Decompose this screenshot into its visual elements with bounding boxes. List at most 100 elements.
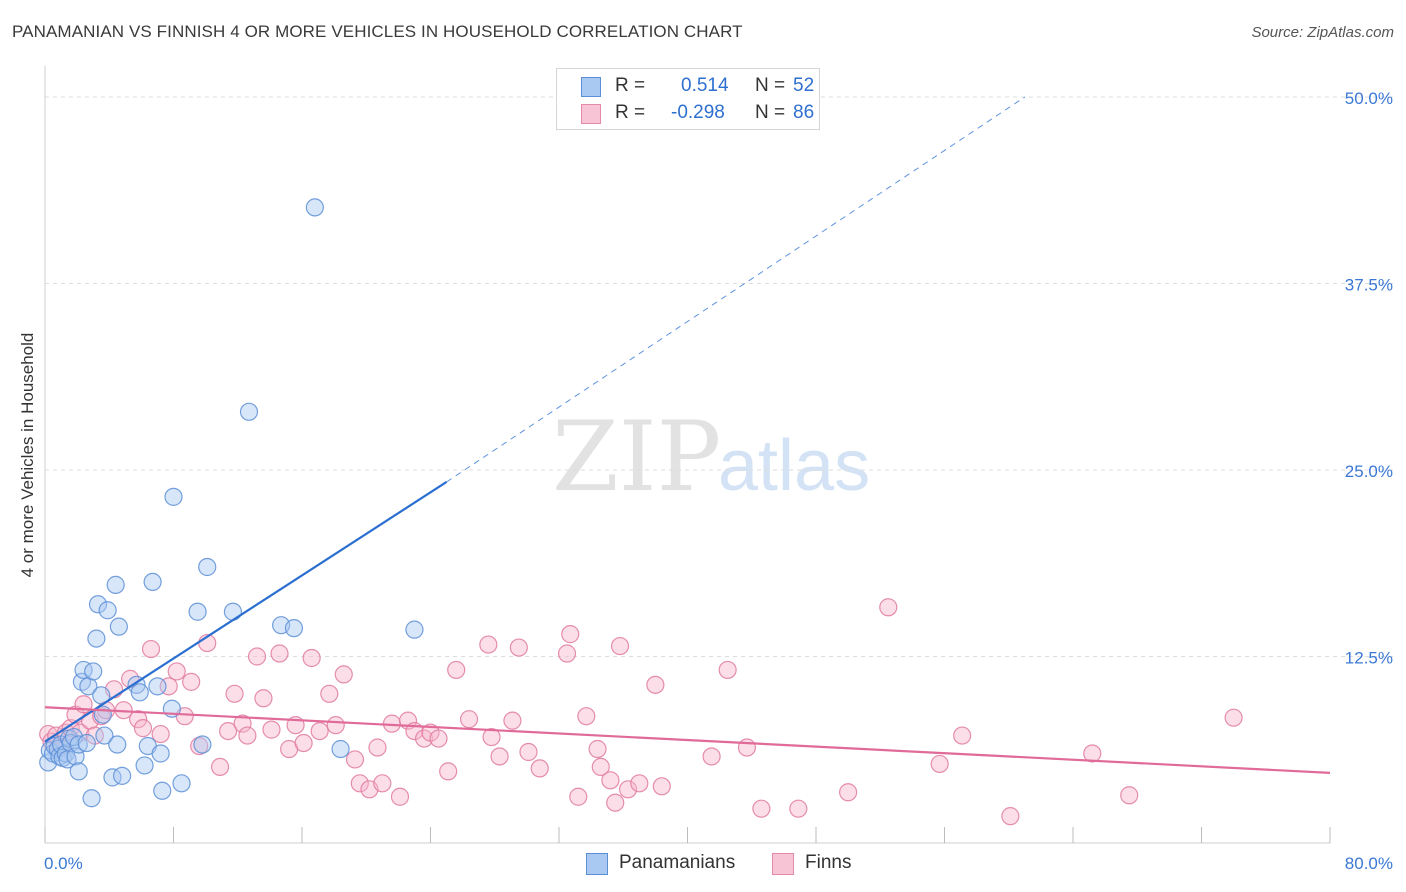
finn-point <box>182 672 201 691</box>
series-swatch-blue <box>586 853 608 875</box>
legend-n-value: 52 <box>793 75 815 96</box>
panamanian-point <box>108 735 127 754</box>
series-label: Finns <box>805 852 852 873</box>
panamanian-point <box>143 572 162 592</box>
legend-r-label: R = <box>615 75 646 96</box>
finn-point <box>503 711 522 730</box>
finn-point <box>789 799 808 818</box>
finn-point <box>334 665 353 684</box>
panamanian-point <box>92 686 111 705</box>
finn-point <box>490 747 509 766</box>
finn-point <box>557 644 577 663</box>
finn-point <box>447 660 466 680</box>
panamanian-point <box>109 617 128 636</box>
finn-point <box>345 750 365 769</box>
finn-point <box>219 721 238 741</box>
panamanian-point <box>82 789 101 808</box>
panamanian-point <box>112 766 132 785</box>
panamanian-point <box>88 595 108 614</box>
finn-point <box>702 747 721 766</box>
finn-point <box>930 754 949 774</box>
panamanian-point <box>98 601 117 620</box>
source-label: Source: ZipAtlas.com <box>1251 24 1394 41</box>
watermark-atlas: atlas <box>718 426 870 506</box>
finn-point <box>606 793 625 812</box>
finn-point <box>652 777 671 796</box>
panamanian-point <box>130 683 149 702</box>
series-label: Panamanians <box>619 852 736 873</box>
finn-point <box>254 689 273 708</box>
finn-point <box>320 684 339 703</box>
finn-point <box>129 710 148 729</box>
legend-swatch-pink <box>581 104 601 124</box>
finn-point <box>752 799 771 818</box>
finn-point <box>326 716 345 735</box>
finn-point <box>247 647 267 666</box>
legend-n-label: N = <box>755 75 786 96</box>
finn-point <box>953 726 972 745</box>
y-tick-label: 50.0% <box>1345 89 1393 108</box>
x-tick-label: 80.0% <box>1345 854 1393 873</box>
panamanian-point <box>223 602 243 621</box>
panamanian-point <box>103 768 122 787</box>
finn-point <box>561 625 580 644</box>
panamanian-point <box>84 662 103 681</box>
finn-point <box>718 660 737 680</box>
panamanian-trend-extension <box>446 96 1026 483</box>
finn-point <box>610 636 630 656</box>
finn-point <box>577 707 596 726</box>
finn-point <box>1224 708 1243 727</box>
finn-point <box>630 774 649 793</box>
panamanian-point <box>198 557 217 577</box>
finn-point <box>373 774 392 793</box>
finn-point <box>429 729 448 748</box>
panamanian-point <box>188 602 207 621</box>
finn-point <box>879 598 898 617</box>
finn-point <box>737 738 757 757</box>
finn-point <box>1120 786 1139 805</box>
panamanian-point <box>239 402 259 421</box>
panamanian-point <box>95 726 114 745</box>
finn-point <box>294 733 313 753</box>
x-tick-label: 0.0% <box>44 854 83 873</box>
finn-point <box>262 720 281 739</box>
panamanian-point <box>87 629 106 648</box>
finn-point <box>569 787 588 806</box>
panamanian-trend-line <box>44 481 448 743</box>
finn-point <box>270 644 289 663</box>
finn-point <box>519 742 538 762</box>
panamanian-point <box>164 487 183 506</box>
finn-point <box>439 762 458 781</box>
finn-point <box>530 759 549 778</box>
finn-point <box>141 639 161 659</box>
finn-point <box>839 783 858 802</box>
panamanian-point <box>153 781 172 800</box>
series-swatch-pink <box>772 853 794 875</box>
finn-point <box>482 727 501 747</box>
panamanian-point <box>151 744 170 763</box>
y-tick-label: 37.5% <box>1345 276 1393 295</box>
finn-point <box>133 719 153 738</box>
panamanian-point <box>74 660 93 680</box>
finn-point <box>1001 807 1020 826</box>
panamanian-point <box>172 774 191 793</box>
finn-point <box>588 739 607 759</box>
panamanian-point <box>405 620 424 639</box>
finn-point <box>591 757 610 777</box>
finn-point <box>368 738 387 757</box>
finn-point <box>167 662 186 681</box>
finn-point <box>225 684 244 703</box>
correlation-legend: R = 0.514 N = 52 R = -0.298 N = 86 <box>556 68 820 130</box>
finn-point <box>459 710 479 729</box>
finn-point <box>233 714 252 733</box>
panamanian-point <box>106 575 125 594</box>
finn-trend-line <box>44 706 1331 774</box>
legend-r-value: -0.298 <box>671 102 725 123</box>
panamanian-point <box>284 619 304 638</box>
legend-r-label: R = <box>615 102 646 123</box>
panamanian-point <box>69 762 88 781</box>
finn-point <box>310 721 329 741</box>
y-tick-label: 25.0% <box>1345 462 1393 481</box>
panamanian-point <box>148 677 167 696</box>
